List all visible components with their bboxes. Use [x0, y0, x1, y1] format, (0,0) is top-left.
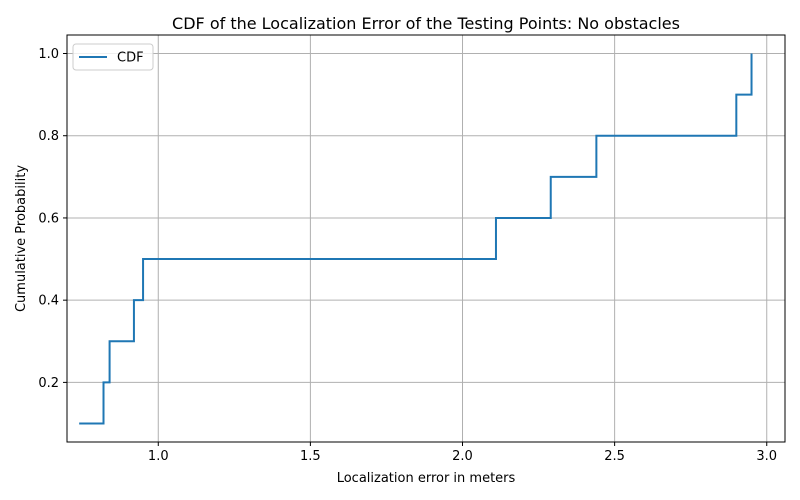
legend-box	[72, 43, 154, 71]
x-tick-label: 2.0	[452, 449, 473, 464]
y-tick-label: 0.6	[38, 211, 59, 226]
y-tick-label: 0.4	[38, 294, 59, 309]
x-tick-label: 3.0	[756, 449, 777, 464]
chart-title: CDF of the Localization Error of the Tes…	[172, 14, 680, 33]
plot-frame	[66, 34, 786, 443]
x-axis-title: Localization error in meters	[337, 471, 516, 486]
x-tick-label: 2.5	[604, 449, 625, 464]
y-axis-title: Cumulative Probability	[14, 165, 29, 312]
x-axis: 1.0 1.5 2.0 2.5 3.0	[148, 442, 777, 464]
x-tick-label: 1.5	[300, 449, 321, 464]
legend: CDF	[72, 43, 154, 71]
y-tick-label: 1.0	[38, 47, 59, 62]
cdf-step-line	[79, 53, 753, 425]
y-axis: 0.2 0.4 0.6 0.8 1.0	[38, 47, 67, 391]
y-tick-label: 0.8	[38, 129, 59, 144]
legend-label: CDF	[117, 51, 144, 66]
x-tick-label: 1.0	[148, 449, 169, 464]
y-tick-label: 0.2	[38, 376, 59, 391]
series-layer	[79, 53, 753, 425]
